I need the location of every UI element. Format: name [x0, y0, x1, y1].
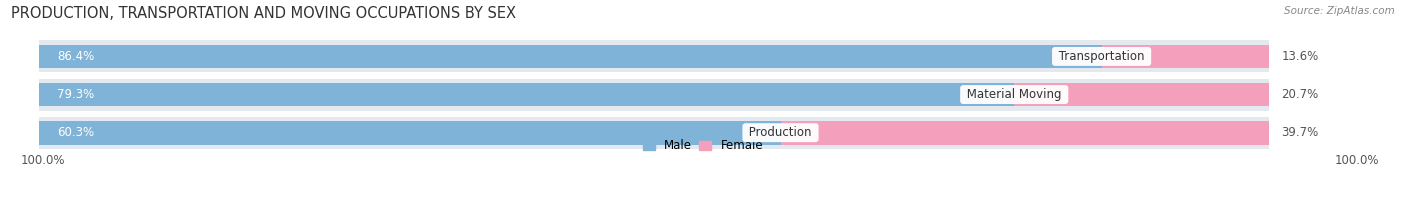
Bar — [39, 117, 1268, 149]
Bar — [39, 83, 1014, 106]
Bar — [39, 40, 1268, 72]
Text: Source: ZipAtlas.com: Source: ZipAtlas.com — [1284, 6, 1395, 16]
Text: 13.6%: 13.6% — [1281, 50, 1319, 63]
Bar — [39, 79, 1268, 111]
Text: Production: Production — [745, 126, 815, 139]
Legend: Male, Female: Male, Female — [638, 135, 768, 157]
Text: 20.7%: 20.7% — [1281, 88, 1319, 101]
Text: 79.3%: 79.3% — [58, 88, 94, 101]
Text: 100.0%: 100.0% — [20, 154, 65, 167]
Text: PRODUCTION, TRANSPORTATION AND MOVING OCCUPATIONS BY SEX: PRODUCTION, TRANSPORTATION AND MOVING OC… — [11, 6, 516, 21]
Text: 100.0%: 100.0% — [1336, 154, 1379, 167]
Text: 86.4%: 86.4% — [58, 50, 94, 63]
Text: Material Moving: Material Moving — [963, 88, 1066, 101]
Bar — [780, 121, 1268, 145]
Bar — [39, 121, 780, 145]
Bar — [1014, 83, 1268, 106]
Text: 39.7%: 39.7% — [1281, 126, 1319, 139]
Bar — [39, 45, 1102, 68]
Text: Transportation: Transportation — [1054, 50, 1149, 63]
Bar — [1102, 45, 1268, 68]
Text: 60.3%: 60.3% — [58, 126, 94, 139]
